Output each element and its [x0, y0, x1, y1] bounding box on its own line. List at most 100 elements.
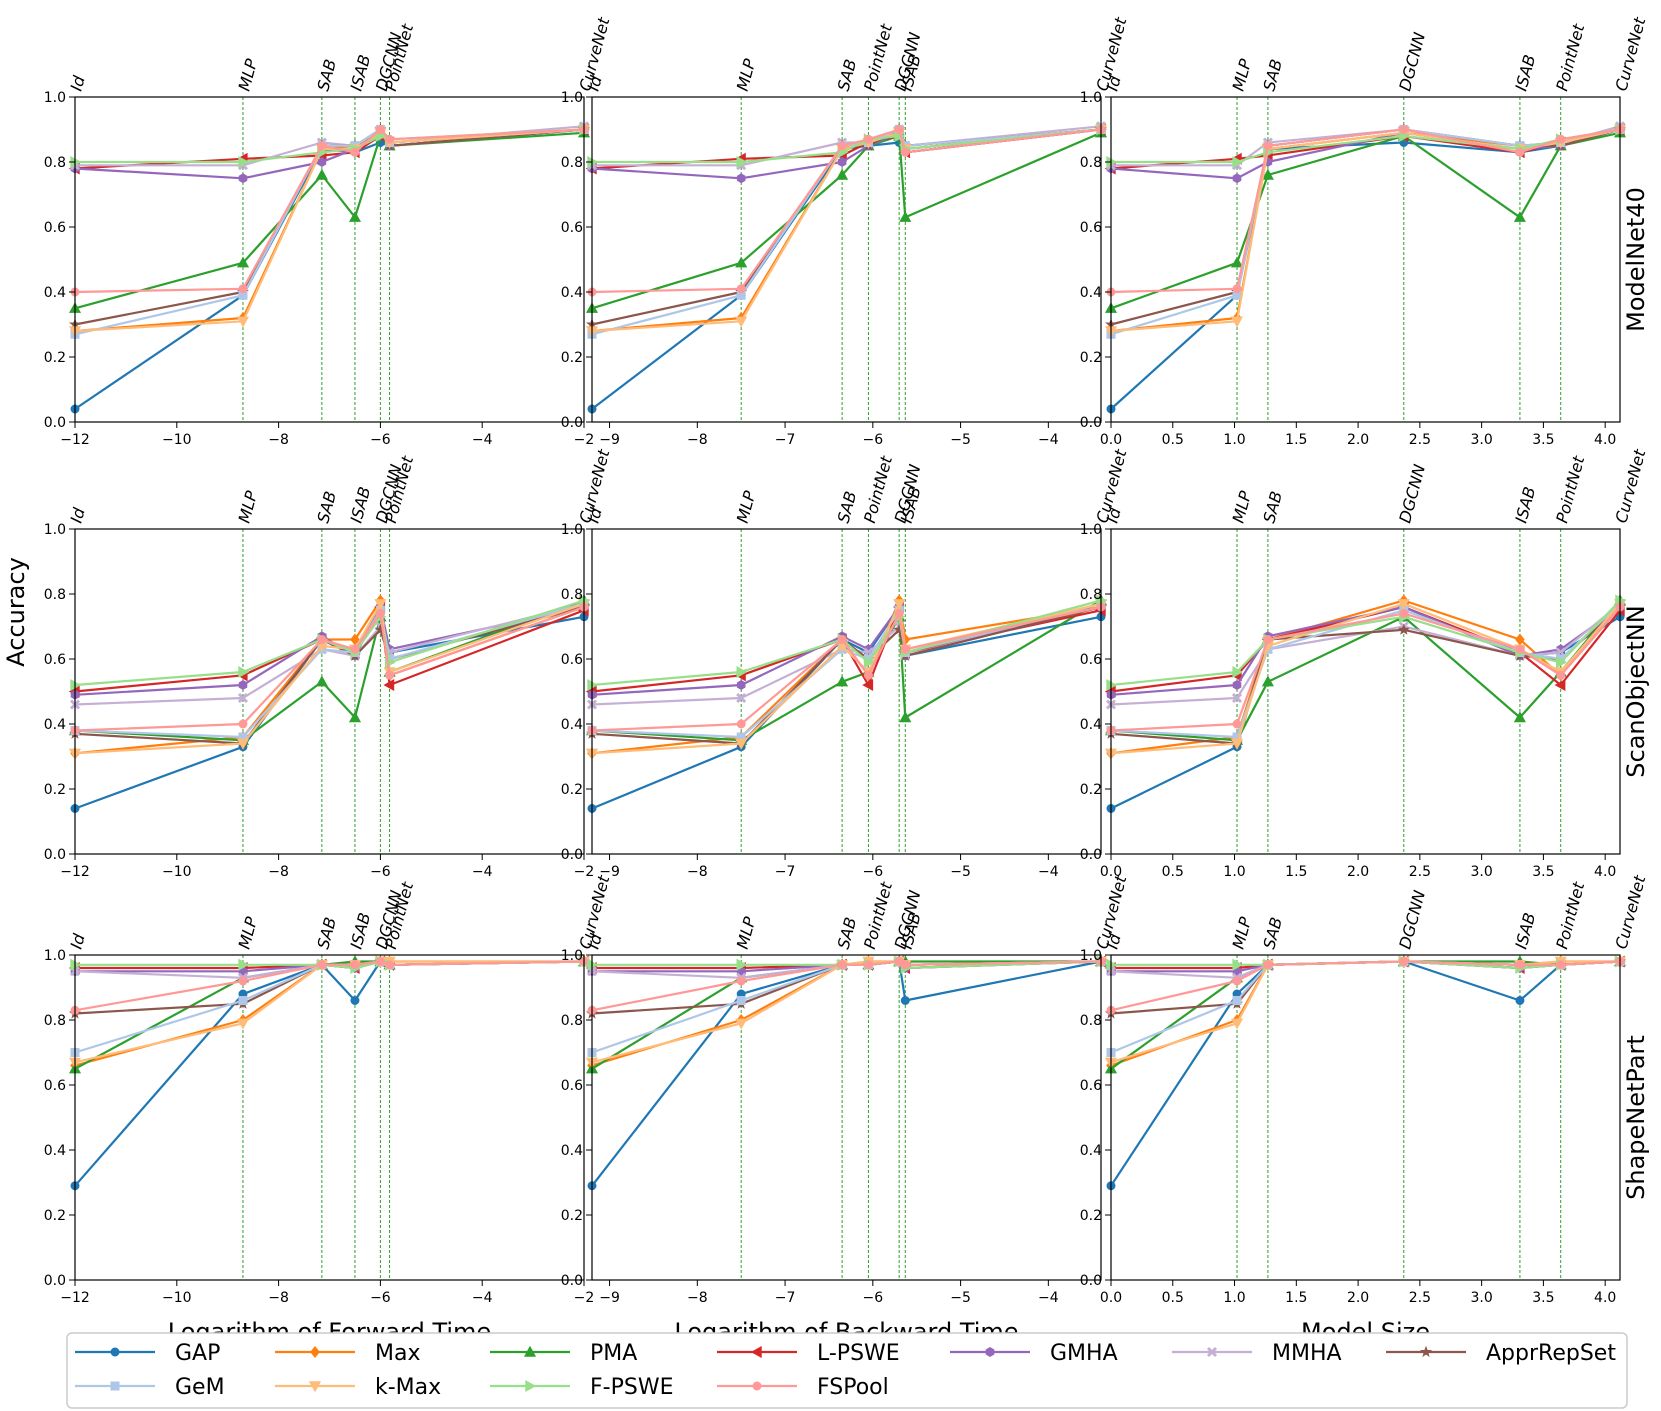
y-tick-label: 0.8	[44, 1013, 66, 1029]
y-tick-label: 0.0	[561, 847, 583, 863]
data-point-k-max	[1230, 1018, 1244, 1030]
data-point-f-pswe	[238, 665, 250, 679]
plot-frame	[74, 96, 585, 423]
y-tick-label: 0.0	[1080, 415, 1102, 431]
x-tick-label: −12	[60, 864, 90, 880]
y-tick-label: 0.2	[561, 350, 583, 366]
series-line-gap	[74, 960, 585, 1187]
x-tick-label: 4.0	[1594, 864, 1616, 880]
arch-label-id: Id	[67, 73, 89, 93]
y-tick-label: 1.0	[561, 522, 583, 538]
legend-marker-fspool	[752, 1381, 762, 1391]
arch-label-curvenet: CurveNet	[1612, 15, 1650, 93]
x-tick-label: 1.0	[1223, 864, 1245, 880]
arch-label-id: Id	[1103, 505, 1125, 525]
arch-label-isab: ISAB	[346, 485, 374, 525]
data-point-gmha	[238, 173, 248, 184]
data-point-gap	[350, 996, 360, 1005]
x-tick-label: 2.0	[1347, 1290, 1369, 1306]
x-tick-label: −4	[472, 1290, 493, 1306]
row-label: ScanObjectNN	[1622, 605, 1650, 777]
arch-label-isab: ISAB	[346, 53, 374, 93]
arch-label-id: Id	[67, 931, 89, 951]
arch-label-pointnet: PointNet	[1552, 453, 1588, 525]
data-point-gmha	[238, 680, 248, 690]
y-tick-label: 0.8	[44, 587, 66, 603]
legend: GAP Max PMA L-PSWE GMHA MMHA ApprRepSet GeM k-Ma…	[66, 1332, 1628, 1409]
y-tick-label: 0.2	[561, 1208, 583, 1224]
y-tick-label: 0.0	[44, 1273, 66, 1289]
series-line-gap	[1110, 128, 1621, 410]
legend-marker-gmha	[985, 1347, 995, 1357]
x-tick-label: −12	[60, 432, 90, 448]
arch-label-mlp: MLP	[1229, 57, 1256, 94]
data-point-pma	[1513, 211, 1526, 222]
y-tick-label: 0.2	[561, 782, 583, 798]
y-tick-label: 0.6	[44, 1078, 66, 1094]
arch-label-isab: ISAB	[346, 911, 374, 951]
data-point-pma	[315, 168, 328, 180]
data-point-fspool	[736, 719, 746, 729]
y-tick-label: 0.4	[1080, 285, 1102, 301]
legend-marker-pma	[523, 1345, 537, 1357]
plot-frame	[1110, 96, 1621, 423]
x-tick-label: 3.0	[1470, 1290, 1492, 1306]
data-point-k-max	[1397, 599, 1410, 611]
arch-label-id: Id	[67, 505, 89, 525]
x-tick-label: −2	[574, 864, 595, 880]
y-tick-label: 0.6	[1080, 220, 1102, 236]
data-point-fspool	[1399, 957, 1409, 966]
x-tick-label: −6	[370, 864, 391, 880]
y-tick-label: 0.8	[561, 155, 583, 171]
x-tick-label: 4.0	[1594, 1290, 1616, 1306]
legend-label: ApprRepSet	[1486, 1341, 1616, 1366]
x-tick-label: −8	[268, 864, 289, 880]
arch-label-mlp: MLP	[733, 489, 760, 526]
legend-marker-l-pswe	[750, 1345, 762, 1359]
data-point-fspool	[238, 719, 248, 729]
x-tick-label: −6	[863, 864, 884, 880]
x-tick-label: −5	[950, 432, 971, 448]
series-line-f-pswe	[591, 599, 1102, 687]
y-tick-label: 0.6	[561, 652, 583, 668]
y-axis-label: Accuracy	[2, 557, 30, 667]
data-point-gap	[1515, 996, 1525, 1005]
data-point-fspool	[1232, 976, 1242, 986]
panel-modelnet40-model-size: Id MLP SAB ISAB DGCNN PointNet CurveNet 0.0 0.2 0…	[1080, 15, 1650, 448]
x-tick-label: −4	[1038, 864, 1059, 880]
x-tick-label: 0.5	[1162, 432, 1184, 448]
x-tick-label: −8	[687, 864, 708, 880]
y-tick-label: 0.6	[1080, 1078, 1102, 1094]
legend-entry-pma: PMA	[490, 1341, 637, 1366]
legend-label: GAP	[175, 1341, 220, 1366]
y-tick-label: 1.0	[1080, 948, 1102, 964]
data-point-l-pswe	[1554, 678, 1566, 692]
series-line-fspool	[1110, 128, 1621, 294]
arch-label-sab: SAB	[313, 915, 340, 951]
x-tick-label: −4	[472, 864, 493, 880]
legend-marker-max	[310, 1346, 320, 1358]
data-point-fspool	[900, 960, 910, 970]
row-label: ShapeNetPart	[1622, 1035, 1650, 1200]
data-point-f-pswe	[736, 958, 748, 971]
y-tick-label: 0.8	[561, 1013, 583, 1029]
data-point-f-pswe	[1232, 958, 1244, 971]
data-point-gem	[1232, 996, 1242, 1005]
data-point-fspool	[238, 284, 248, 294]
legend-label: GeM	[175, 1375, 225, 1400]
data-point-pma	[1261, 168, 1274, 180]
data-point-gmha	[1232, 680, 1242, 690]
arch-label-pointnet: PointNet	[1552, 21, 1588, 93]
legend-entry-fspool: FSPool	[717, 1375, 889, 1400]
data-point-fspool	[1399, 609, 1409, 618]
y-tick-label: 0.4	[561, 717, 583, 733]
data-point-f-pswe	[1232, 155, 1244, 169]
series-line-fspool	[1110, 606, 1621, 732]
data-point-k-max	[735, 738, 748, 750]
x-tick-label: −10	[162, 1290, 192, 1306]
y-tick-label: 0.4	[44, 285, 66, 301]
data-point-fspool	[1263, 960, 1273, 970]
series-line-apprrepset	[1110, 960, 1621, 1015]
legend-label: Max	[375, 1341, 420, 1366]
